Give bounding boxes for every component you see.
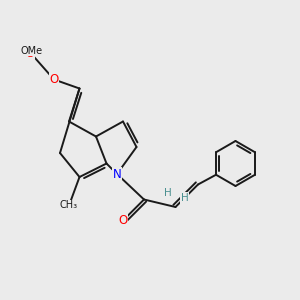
Text: O: O: [50, 73, 58, 86]
Text: OMe: OMe: [20, 46, 43, 56]
Text: H: H: [164, 188, 172, 199]
Text: O: O: [118, 214, 127, 227]
Text: N: N: [112, 167, 122, 181]
Text: O: O: [26, 49, 34, 59]
Text: H: H: [181, 193, 188, 203]
Text: CH₃: CH₃: [60, 200, 78, 211]
